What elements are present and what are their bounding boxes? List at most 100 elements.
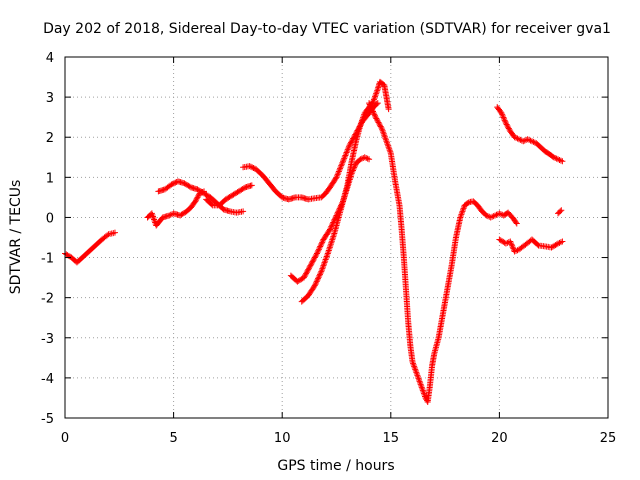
series-arc-5 <box>240 100 381 203</box>
data-point-marker <box>341 153 348 160</box>
y-tick-label: -5 <box>41 412 54 427</box>
data-point-marker <box>341 155 348 162</box>
data-point-marker <box>368 104 375 111</box>
data-point-marker <box>315 275 322 282</box>
data-point-marker <box>310 257 317 264</box>
data-point-marker <box>513 220 520 227</box>
data-point-marker <box>250 165 257 172</box>
data-point-marker <box>361 154 368 161</box>
data-point-marker <box>330 232 337 239</box>
data-point-marker <box>366 101 373 108</box>
data-point-marker <box>502 240 509 247</box>
data-point-marker <box>334 172 341 179</box>
data-point-marker <box>344 148 351 155</box>
data-point-marker <box>240 208 247 215</box>
data-point-marker <box>497 108 504 115</box>
data-point-marker <box>511 134 518 141</box>
data-point-marker <box>508 241 515 248</box>
data-point-marker <box>316 244 323 251</box>
data-point-marker <box>363 154 370 161</box>
data-point-marker <box>556 239 563 246</box>
data-point-marker <box>371 112 378 119</box>
data-point-marker <box>369 108 376 115</box>
data-point-marker <box>526 136 533 143</box>
data-point-marker <box>375 119 382 126</box>
data-point-marker <box>501 117 508 124</box>
y-tick-label: -3 <box>41 332 54 347</box>
data-point-marker <box>326 226 333 233</box>
data-point-marker <box>335 169 342 176</box>
data-point-marker <box>338 161 345 168</box>
data-point-marker <box>104 232 111 239</box>
series-arc-9 <box>496 236 566 255</box>
data-point-marker <box>311 282 318 289</box>
data-point-marker <box>168 181 175 188</box>
data-point-marker <box>557 157 564 164</box>
data-point-marker <box>326 245 333 252</box>
data-point-marker <box>502 118 509 125</box>
data-point-marker <box>193 195 200 202</box>
y-tick-label: 1 <box>46 171 54 186</box>
ticks: 0 5 10 15 20 25 -5 -4 -3 -2 -1 0 1 2 3 4 <box>41 51 616 446</box>
data-point-marker <box>327 241 334 248</box>
data-point-marker <box>364 155 371 162</box>
data-point-marker <box>366 100 373 107</box>
data-point-marker <box>316 271 323 278</box>
series-arc-1 <box>62 229 118 266</box>
data-point-marker <box>557 208 564 215</box>
data-point-marker <box>367 102 374 109</box>
grid <box>65 57 608 418</box>
data-point-marker <box>318 240 325 247</box>
data-point-marker <box>552 154 559 161</box>
data-point-marker <box>499 111 506 118</box>
data-point-marker <box>338 162 345 169</box>
data-point-marker <box>513 247 520 254</box>
data-point-marker <box>303 270 310 277</box>
data-point-marker <box>331 216 338 223</box>
series-arc-4 <box>203 182 255 209</box>
data-point-marker <box>327 242 334 249</box>
data-point-marker <box>553 241 560 248</box>
series-arc-7 <box>298 78 392 305</box>
data-point-marker <box>315 274 322 281</box>
data-point-marker <box>378 124 385 131</box>
data-point-marker <box>314 277 321 284</box>
data-point-marker <box>311 255 318 262</box>
data-point-marker <box>208 201 215 208</box>
data-point-marker <box>249 164 256 171</box>
data-point-marker <box>347 140 354 147</box>
data-point-marker <box>509 244 516 251</box>
data-point-marker <box>313 251 320 258</box>
data-point-marker <box>385 106 392 113</box>
data-point-marker <box>557 239 564 246</box>
data-point-marker <box>374 118 381 125</box>
data-point-marker <box>346 142 353 149</box>
data-point-marker <box>337 164 344 171</box>
data-point-marker <box>358 155 365 162</box>
x-tick-label: 20 <box>491 431 508 446</box>
data-point-marker <box>172 179 179 186</box>
data-point-marker <box>304 267 311 274</box>
x-axis-label: GPS time / hours <box>277 458 394 474</box>
data-point-marker <box>343 149 350 156</box>
data-point-marker <box>328 239 335 246</box>
data-point-marker <box>490 213 497 220</box>
y-axis-label: SDTVAR / TECUs <box>8 180 24 295</box>
data-point-marker <box>357 156 364 163</box>
data-point-marker <box>524 136 531 143</box>
data-point-marker <box>515 136 522 143</box>
data-point-marker <box>308 259 315 266</box>
data-point-marker <box>528 138 535 145</box>
data-point-marker <box>345 145 352 152</box>
chart-title: Day 202 of 2018, Sidereal Day-to-day VTE… <box>43 21 611 37</box>
data-point-marker <box>493 211 500 218</box>
data-point-marker <box>501 115 508 122</box>
data-point-marker <box>489 213 496 220</box>
data-point-marker <box>366 156 373 163</box>
y-tick-label: 2 <box>46 131 54 146</box>
data-point-marker <box>171 180 178 187</box>
x-tick-label: 10 <box>274 431 291 446</box>
data-point-marker <box>530 138 537 145</box>
data-point-marker <box>499 113 506 120</box>
